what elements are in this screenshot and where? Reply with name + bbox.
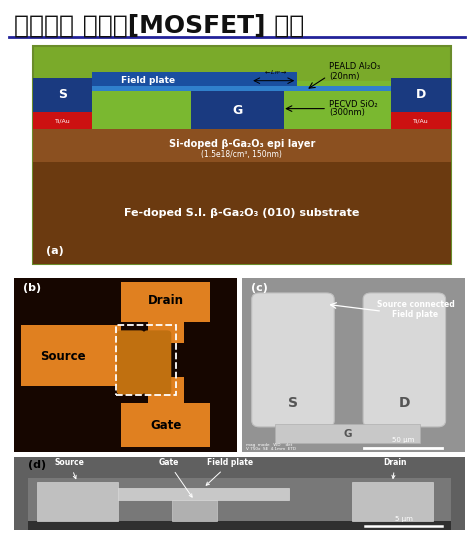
Bar: [121, 281, 210, 322]
Text: $\leftarrow$$L_{FP}$$\rightarrow$: $\leftarrow$$L_{FP}$$\rightarrow$: [263, 67, 287, 77]
Text: Gate: Gate: [158, 458, 192, 497]
Text: (a): (a): [46, 246, 63, 256]
Text: Ti/Au: Ti/Au: [55, 119, 71, 124]
Text: V 750x  SE  4.1mm  ETD: V 750x SE 4.1mm ETD: [246, 447, 296, 450]
Bar: [33, 112, 92, 129]
Text: S: S: [58, 88, 67, 101]
Bar: [191, 91, 284, 129]
Text: D: D: [416, 88, 426, 101]
Text: (d): (d): [27, 460, 46, 470]
Text: Fe-doped S.I. β-Ga₂O₃ (010) substrate: Fe-doped S.I. β-Ga₂O₃ (010) substrate: [124, 208, 359, 218]
Text: G: G: [232, 104, 243, 117]
Text: 50 μm: 50 μm: [392, 437, 414, 442]
Bar: [121, 334, 148, 369]
Text: Source: Source: [40, 350, 86, 363]
Text: Field plate: Field plate: [206, 458, 254, 485]
Bar: [27, 521, 451, 530]
Bar: [391, 112, 451, 129]
Bar: [33, 129, 451, 162]
Text: mag  mode   WD    det: mag mode WD det: [246, 443, 292, 447]
Bar: [118, 488, 289, 500]
Text: G: G: [343, 429, 352, 439]
Text: (b): (b): [23, 284, 41, 293]
Text: Si-doped β-Ga₂O₃ epi layer: Si-doped β-Ga₂O₃ epi layer: [169, 139, 315, 149]
FancyBboxPatch shape: [363, 293, 446, 427]
Bar: [27, 478, 451, 530]
Bar: [116, 325, 176, 395]
Text: Drain: Drain: [383, 458, 407, 478]
FancyBboxPatch shape: [144, 330, 171, 395]
FancyBboxPatch shape: [117, 330, 145, 395]
FancyBboxPatch shape: [252, 293, 334, 427]
Bar: [92, 86, 391, 91]
Bar: [36, 482, 118, 521]
Bar: [21, 325, 121, 386]
Text: (300nm): (300nm): [329, 108, 365, 117]
Text: Field plate: Field plate: [121, 76, 175, 85]
Text: (20nm): (20nm): [329, 72, 360, 81]
Text: 5 μm: 5 μm: [395, 516, 413, 522]
Bar: [352, 482, 433, 521]
Bar: [121, 403, 210, 447]
Text: Gate: Gate: [150, 419, 182, 432]
Text: S: S: [288, 396, 298, 410]
Text: Source: Source: [55, 458, 85, 479]
Bar: [33, 81, 451, 129]
Bar: [148, 320, 183, 342]
Bar: [33, 78, 92, 112]
Text: PECVD SiO₂: PECVD SiO₂: [329, 100, 378, 109]
Text: (c): (c): [251, 284, 267, 293]
Bar: [33, 162, 451, 264]
Bar: [275, 424, 420, 444]
Text: Drain: Drain: [148, 294, 184, 307]
Text: Source connected
Field plate: Source connected Field plate: [377, 300, 455, 319]
Bar: [92, 72, 297, 89]
Text: 산화갈륨 모스펫[MOSFET] 구조: 산화갈륨 모스펫[MOSFET] 구조: [14, 13, 304, 37]
Text: Ti/Au: Ti/Au: [413, 119, 429, 124]
Text: PEALD Al₂O₃: PEALD Al₂O₃: [329, 63, 380, 71]
Bar: [148, 377, 183, 403]
Bar: [172, 500, 217, 521]
Text: (1.5e18/cm³, 150nm): (1.5e18/cm³, 150nm): [201, 150, 282, 159]
Bar: [391, 78, 451, 112]
Text: D: D: [399, 396, 410, 410]
